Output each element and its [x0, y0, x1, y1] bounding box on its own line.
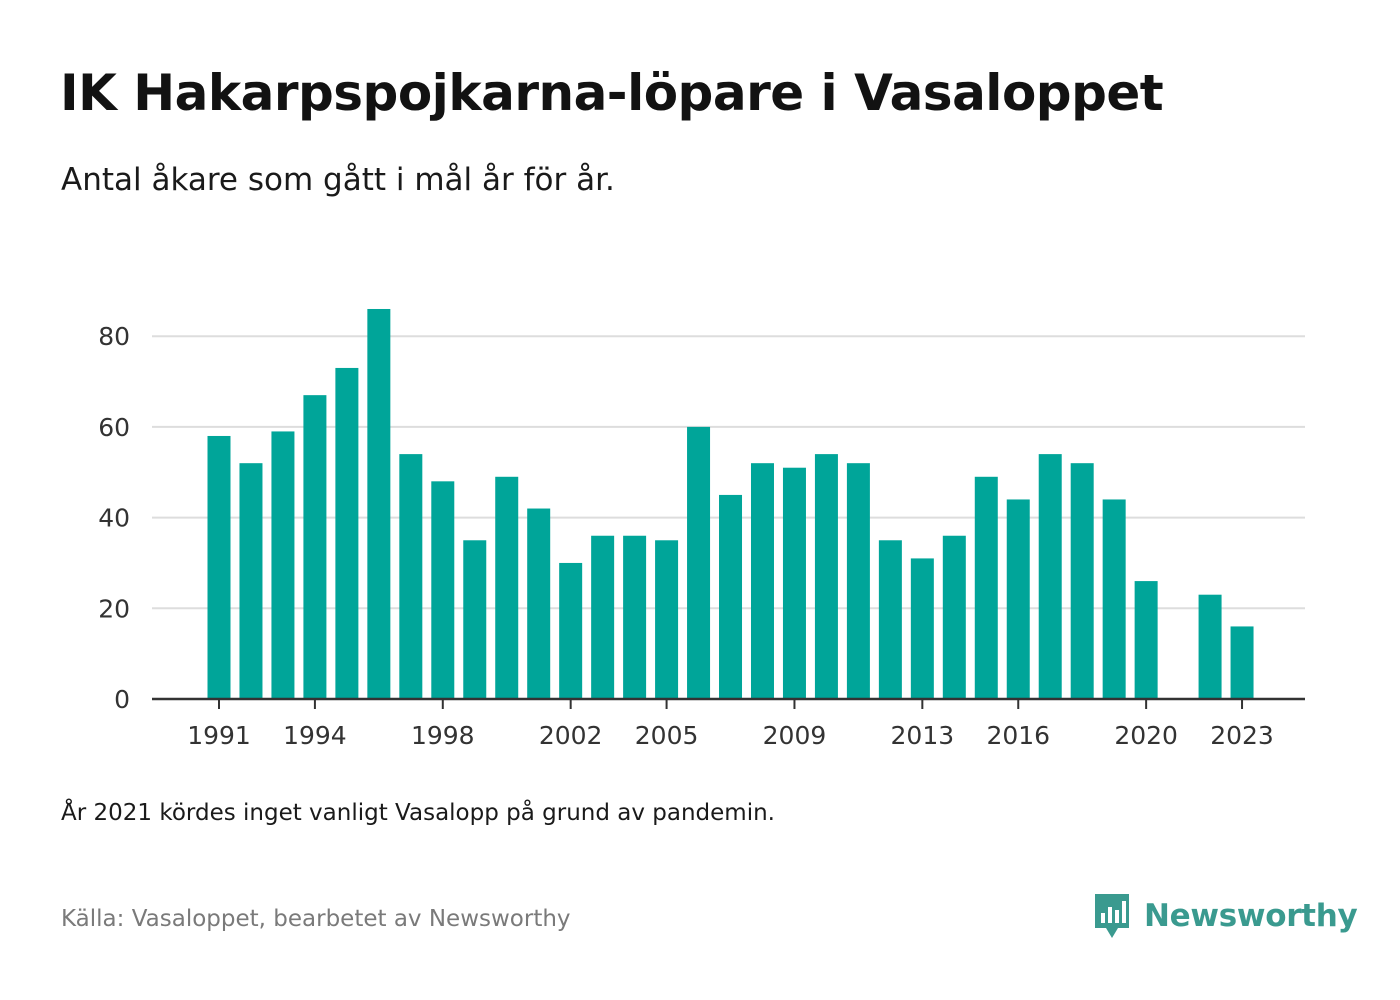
bar-2007: [719, 494, 743, 699]
bar-2020: [1134, 581, 1158, 699]
x-tick-label: 2023: [1210, 721, 1274, 750]
x-tick-label: 2002: [539, 721, 603, 750]
bar-2017: [1038, 454, 1062, 699]
bar-2014: [942, 535, 966, 699]
axes: 0 20 40 60 80 1991 1994 1998 2002 2005 2009 2013 201…: [98, 322, 1305, 750]
bar-2002: [559, 562, 583, 699]
chart-subtitle: Antal åkare som gått i mål år för år.: [61, 162, 615, 198]
x-tick-label: 1998: [411, 721, 475, 750]
x-tick-label: 1994: [283, 721, 347, 750]
bars: [207, 308, 1254, 699]
bar-2005: [655, 540, 679, 699]
bar-1992: [239, 463, 263, 699]
bar-2004: [623, 535, 647, 699]
brand-logo: Newsworthy: [1092, 890, 1358, 942]
bar-2019: [1102, 499, 1126, 699]
x-tick-label: 2005: [635, 721, 699, 750]
bar-2013: [910, 558, 934, 699]
bar-1997: [399, 454, 423, 699]
source-credit: Källa: Vasaloppet, bearbetet av Newswort…: [61, 906, 571, 932]
bar-1996: [367, 308, 391, 699]
bar-1991: [207, 435, 231, 699]
y-tick-label: 0: [114, 685, 130, 714]
bar-1993: [271, 431, 295, 699]
bar-1995: [335, 367, 359, 699]
x-tick-label: 2009: [763, 721, 827, 750]
y-tick-label: 80: [98, 322, 130, 351]
chart-title: IK Hakarpspojkarna-löpare i Vasaloppet: [60, 64, 1164, 122]
bar-2018: [1070, 463, 1094, 699]
x-tick-label: 1991: [187, 721, 251, 750]
bar-2008: [750, 463, 774, 699]
bar-2003: [591, 535, 615, 699]
bar-1998: [431, 481, 455, 699]
x-tick-label: 2020: [1114, 721, 1178, 750]
brand-name: Newsworthy: [1144, 898, 1358, 934]
bar-2001: [527, 508, 551, 699]
x-tick-label: 2016: [986, 721, 1050, 750]
bar-2011: [846, 463, 870, 699]
newsworthy-logo-icon: [1095, 894, 1129, 938]
bar-chart: 0 20 40 60 80 1991 1994 1998 2002 2005 2009 2013 201…: [98, 308, 1305, 750]
bar-2009: [782, 467, 806, 699]
bar-2000: [495, 476, 519, 699]
bar-2016: [1006, 499, 1030, 699]
bar-2015: [974, 476, 998, 699]
bar-2010: [814, 454, 838, 699]
chart-note: År 2021 kördes inget vanligt Vasalopp på…: [61, 800, 775, 826]
bar-1999: [463, 540, 487, 699]
y-tick-label: 40: [98, 504, 130, 533]
bar-2022: [1198, 594, 1222, 699]
bar-1994: [303, 395, 327, 699]
bar-2012: [878, 540, 902, 699]
y-tick-label: 20: [98, 594, 130, 623]
x-tick-label: 2013: [891, 721, 955, 750]
bar-2006: [687, 426, 711, 699]
bar-2023: [1230, 626, 1254, 699]
y-tick-label: 60: [98, 413, 130, 442]
